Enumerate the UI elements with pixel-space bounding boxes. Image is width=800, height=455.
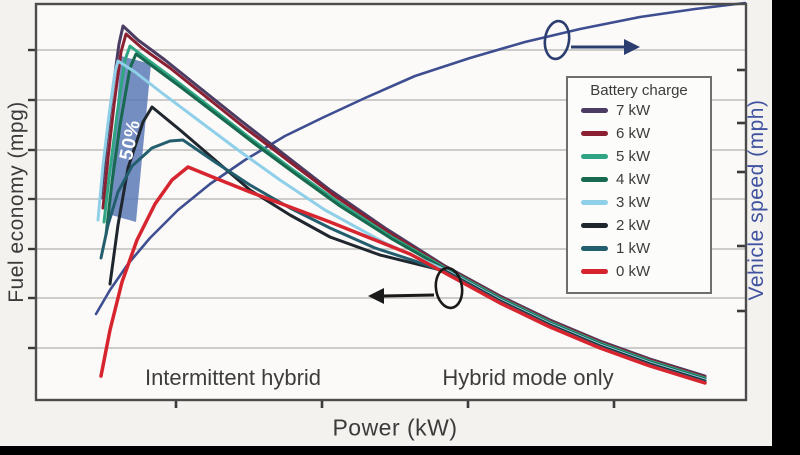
legend-entry: 6 kW — [568, 122, 710, 145]
legend-title: Battery charge — [590, 82, 688, 99]
legend-entry: 7 kW — [568, 99, 710, 122]
legend-entry: 3 kW — [568, 191, 710, 214]
battery-series-0-kW — [99, 165, 707, 385]
left-axis-label: Fuel economy (mpg) — [5, 101, 28, 303]
x-axis-label: Power (kW) — [332, 414, 458, 441]
legend: Battery charge 7 kW 6 kW 5 kW 4 kW 3 kW 2 kW 1… — [566, 76, 712, 294]
plot-border — [34, 2, 748, 402]
legend-entry-label: 0 kW — [616, 263, 651, 280]
legend-entry: 5 kW — [568, 145, 710, 168]
legend-entries: 7 kW 6 kW 5 kW 4 kW 3 kW 2 kW 1 kW 0 kW — [568, 99, 710, 283]
right-axis-label: Vehicle speed (mph) — [745, 99, 768, 301]
right-axis-pointer-ellipse — [543, 19, 571, 61]
legend-entry-label: 1 kW — [616, 240, 651, 257]
legend-swatch — [581, 154, 608, 159]
legend-entry: 0 kW — [568, 260, 710, 283]
left-axis-pointer-arrowhead — [368, 288, 384, 304]
legend-entry-label: 6 kW — [616, 125, 651, 142]
bottom-black-bar — [0, 446, 800, 455]
right-axis-pointer-arrowhead — [624, 39, 640, 55]
legend-entry: 2 kW — [568, 214, 710, 237]
legend-swatch — [581, 177, 608, 182]
legend-swatch — [581, 269, 608, 274]
left-axis-pointer-ellipse — [434, 266, 464, 310]
legend-entry: 4 kW — [568, 168, 710, 191]
left-axis-pointer-arrow — [381, 293, 435, 298]
legend-swatch — [581, 108, 608, 113]
legend-entry-label: 4 kW — [616, 171, 651, 188]
legend-entry-label: 5 kW — [616, 148, 651, 165]
legend-swatch — [581, 223, 608, 228]
legend-entry-label: 7 kW — [616, 102, 651, 119]
region-label-hybrid-mode-only: Hybrid mode only — [442, 365, 614, 390]
legend-entry-label: 3 kW — [616, 194, 651, 211]
legend-swatch — [581, 200, 608, 205]
vehicle-speed-curve — [94, 1, 747, 316]
legend-swatch — [581, 246, 608, 251]
legend-swatch — [581, 131, 608, 136]
right-black-bar — [772, 0, 800, 455]
legend-entry: 1 kW — [568, 237, 710, 260]
legend-entry-label: 2 kW — [616, 217, 651, 234]
region-label-intermittent-hybrid: Intermittent hybrid — [144, 365, 322, 390]
